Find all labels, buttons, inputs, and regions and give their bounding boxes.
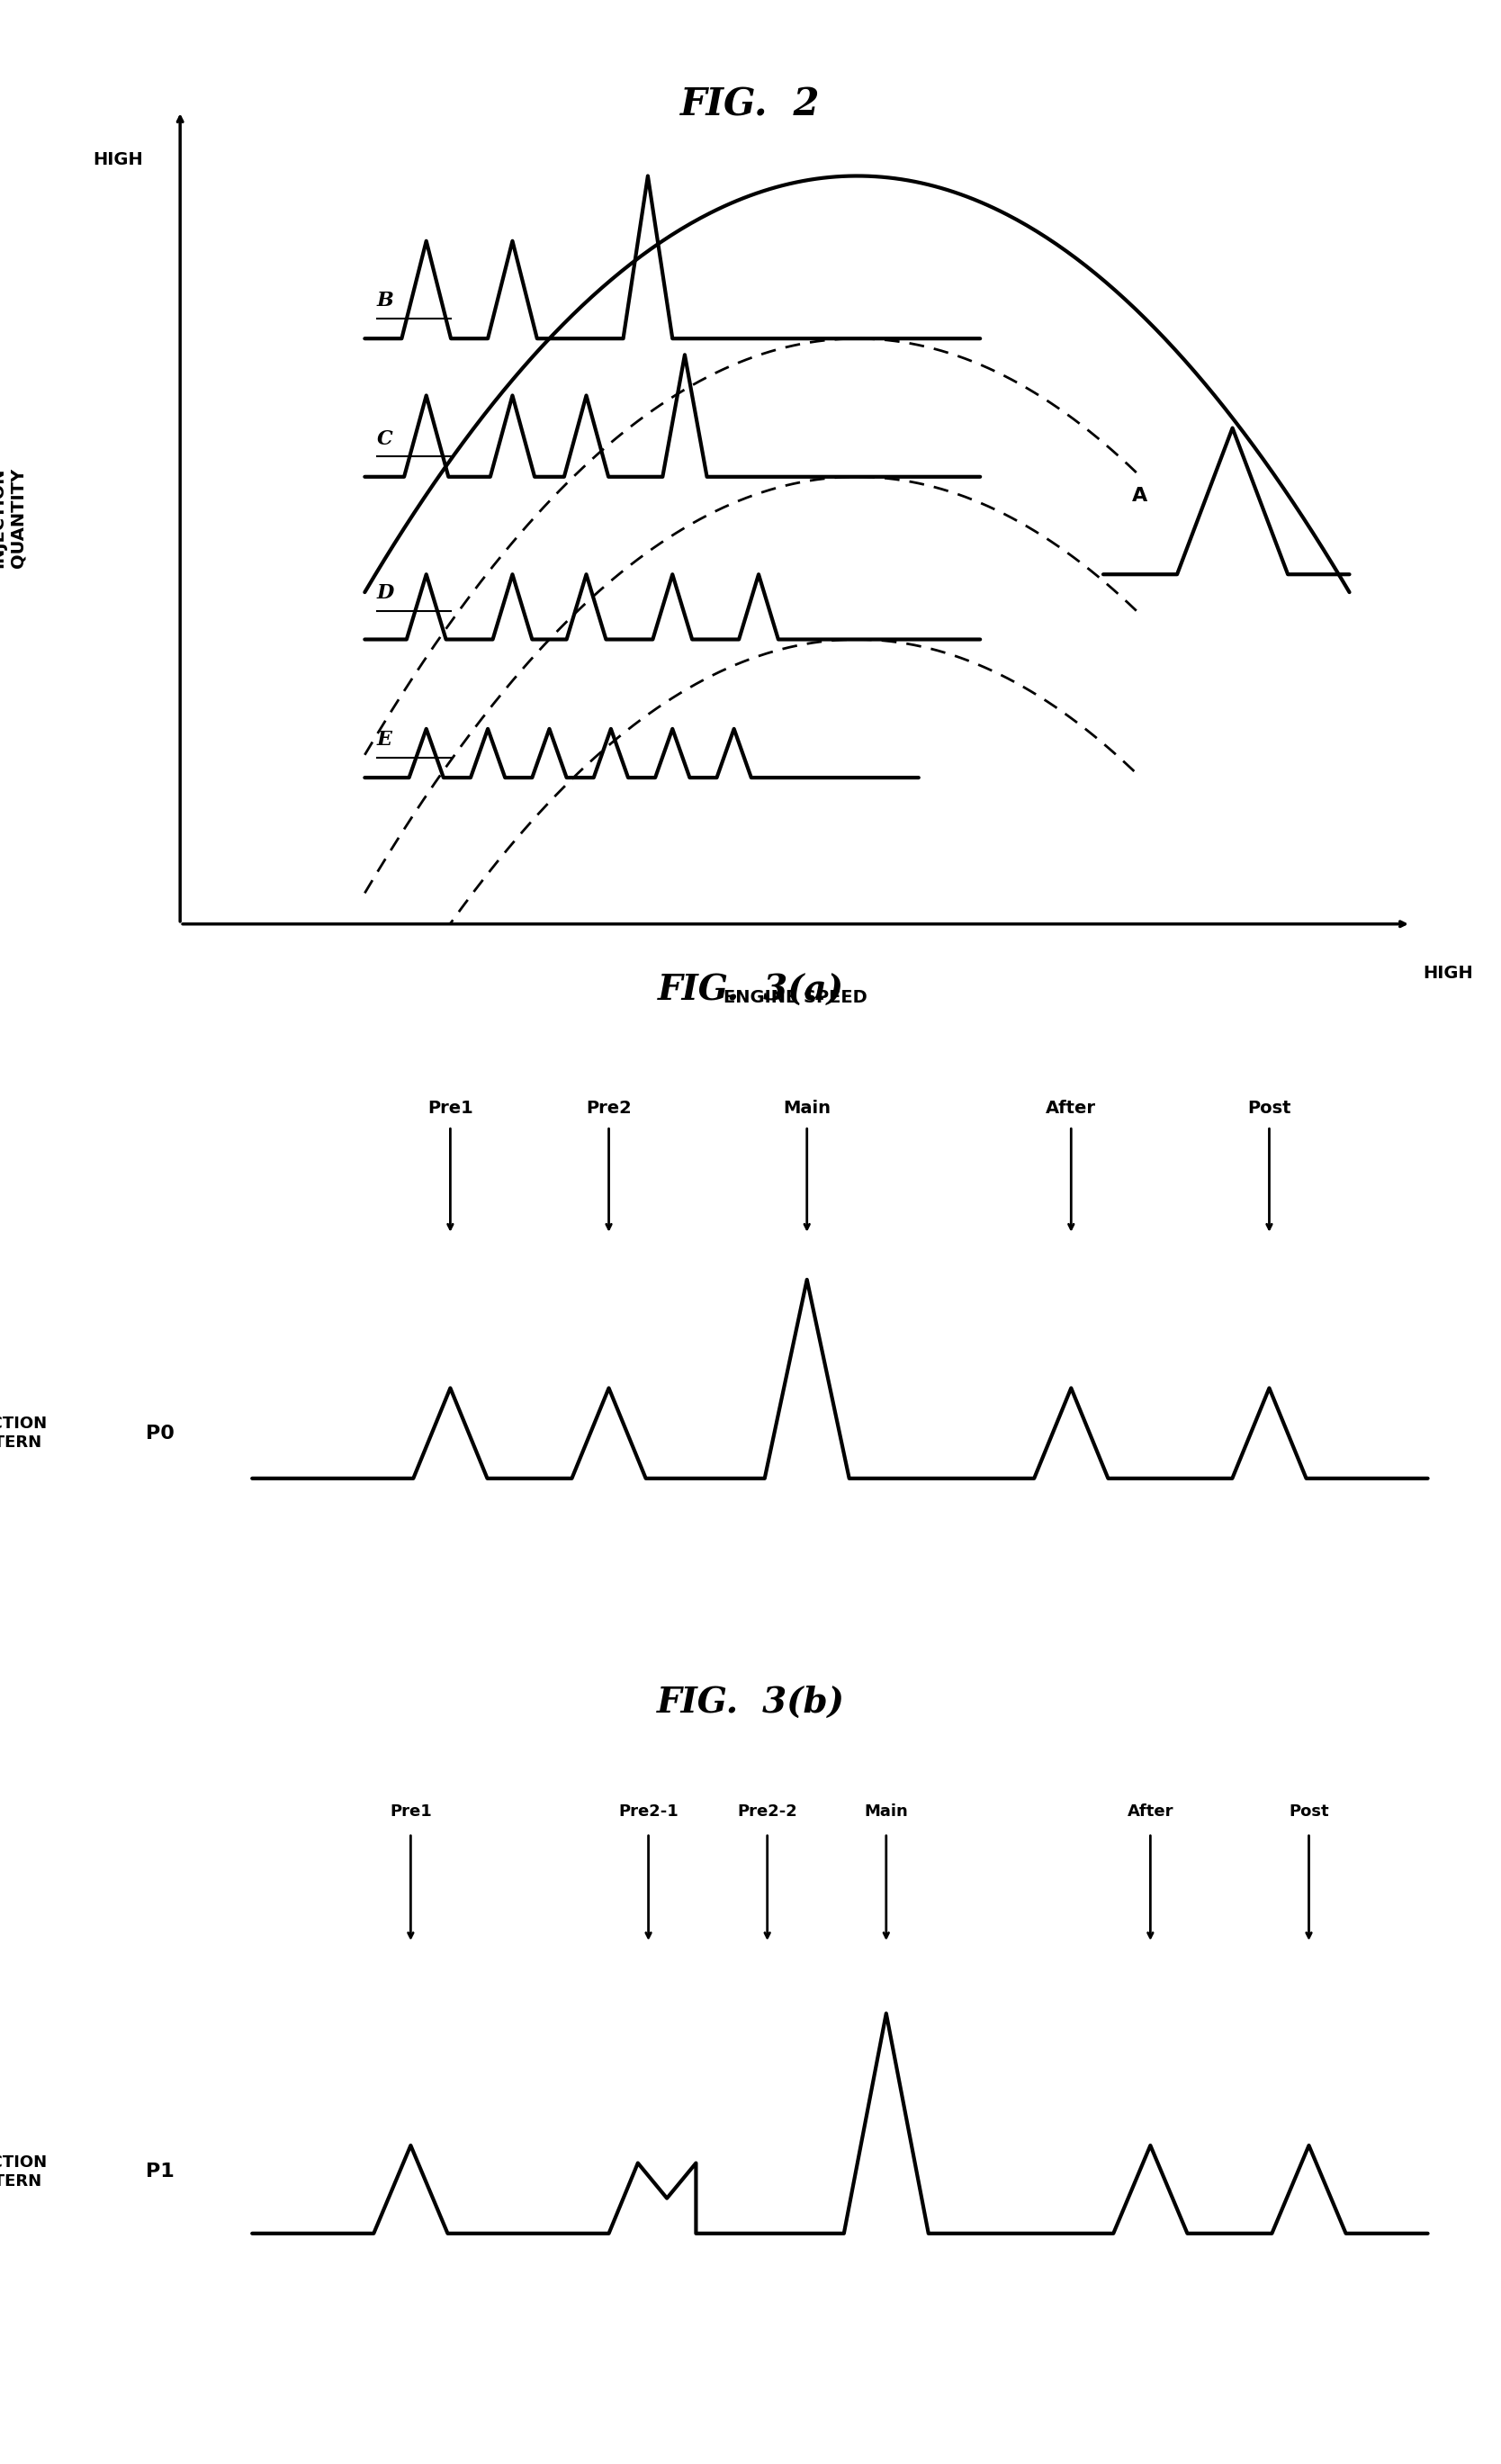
- Text: Main: Main: [784, 1099, 830, 1116]
- Text: Pre1: Pre1: [428, 1099, 473, 1116]
- Text: HIGH: HIGH: [93, 150, 143, 168]
- Text: HIGH: HIGH: [1423, 966, 1474, 981]
- Text: D: D: [377, 584, 395, 604]
- Text: INJECTION
PATTERN: INJECTION PATTERN: [0, 2154, 48, 2190]
- Text: ENGINE SPEED: ENGINE SPEED: [723, 988, 868, 1005]
- Text: After: After: [1046, 1099, 1096, 1116]
- Text: Post: Post: [1247, 1099, 1291, 1116]
- Text: FIG.  2: FIG. 2: [680, 86, 821, 123]
- Text: C: C: [377, 429, 393, 448]
- Text: Pre1: Pre1: [390, 1804, 432, 1821]
- Text: INJECTION
PATTERN: INJECTION PATTERN: [0, 1417, 48, 1451]
- Text: FIG.  3(a): FIG. 3(a): [657, 973, 844, 1008]
- Text: Pre2-2: Pre2-2: [737, 1804, 797, 1821]
- Text: FIG.  3(b): FIG. 3(b): [656, 1685, 845, 1720]
- Text: P1: P1: [146, 2163, 174, 2181]
- Text: Pre2-1: Pre2-1: [618, 1804, 678, 1821]
- Text: INJECTION
QUANTITY: INJECTION QUANTITY: [0, 468, 26, 567]
- Text: E: E: [377, 729, 392, 749]
- Text: P0: P0: [146, 1424, 174, 1441]
- Text: Post: Post: [1289, 1804, 1328, 1821]
- Text: Main: Main: [865, 1804, 908, 1821]
- Text: B: B: [377, 291, 393, 310]
- Text: Pre2: Pre2: [585, 1099, 632, 1116]
- Text: A: A: [1132, 488, 1148, 505]
- Text: After: After: [1127, 1804, 1174, 1821]
